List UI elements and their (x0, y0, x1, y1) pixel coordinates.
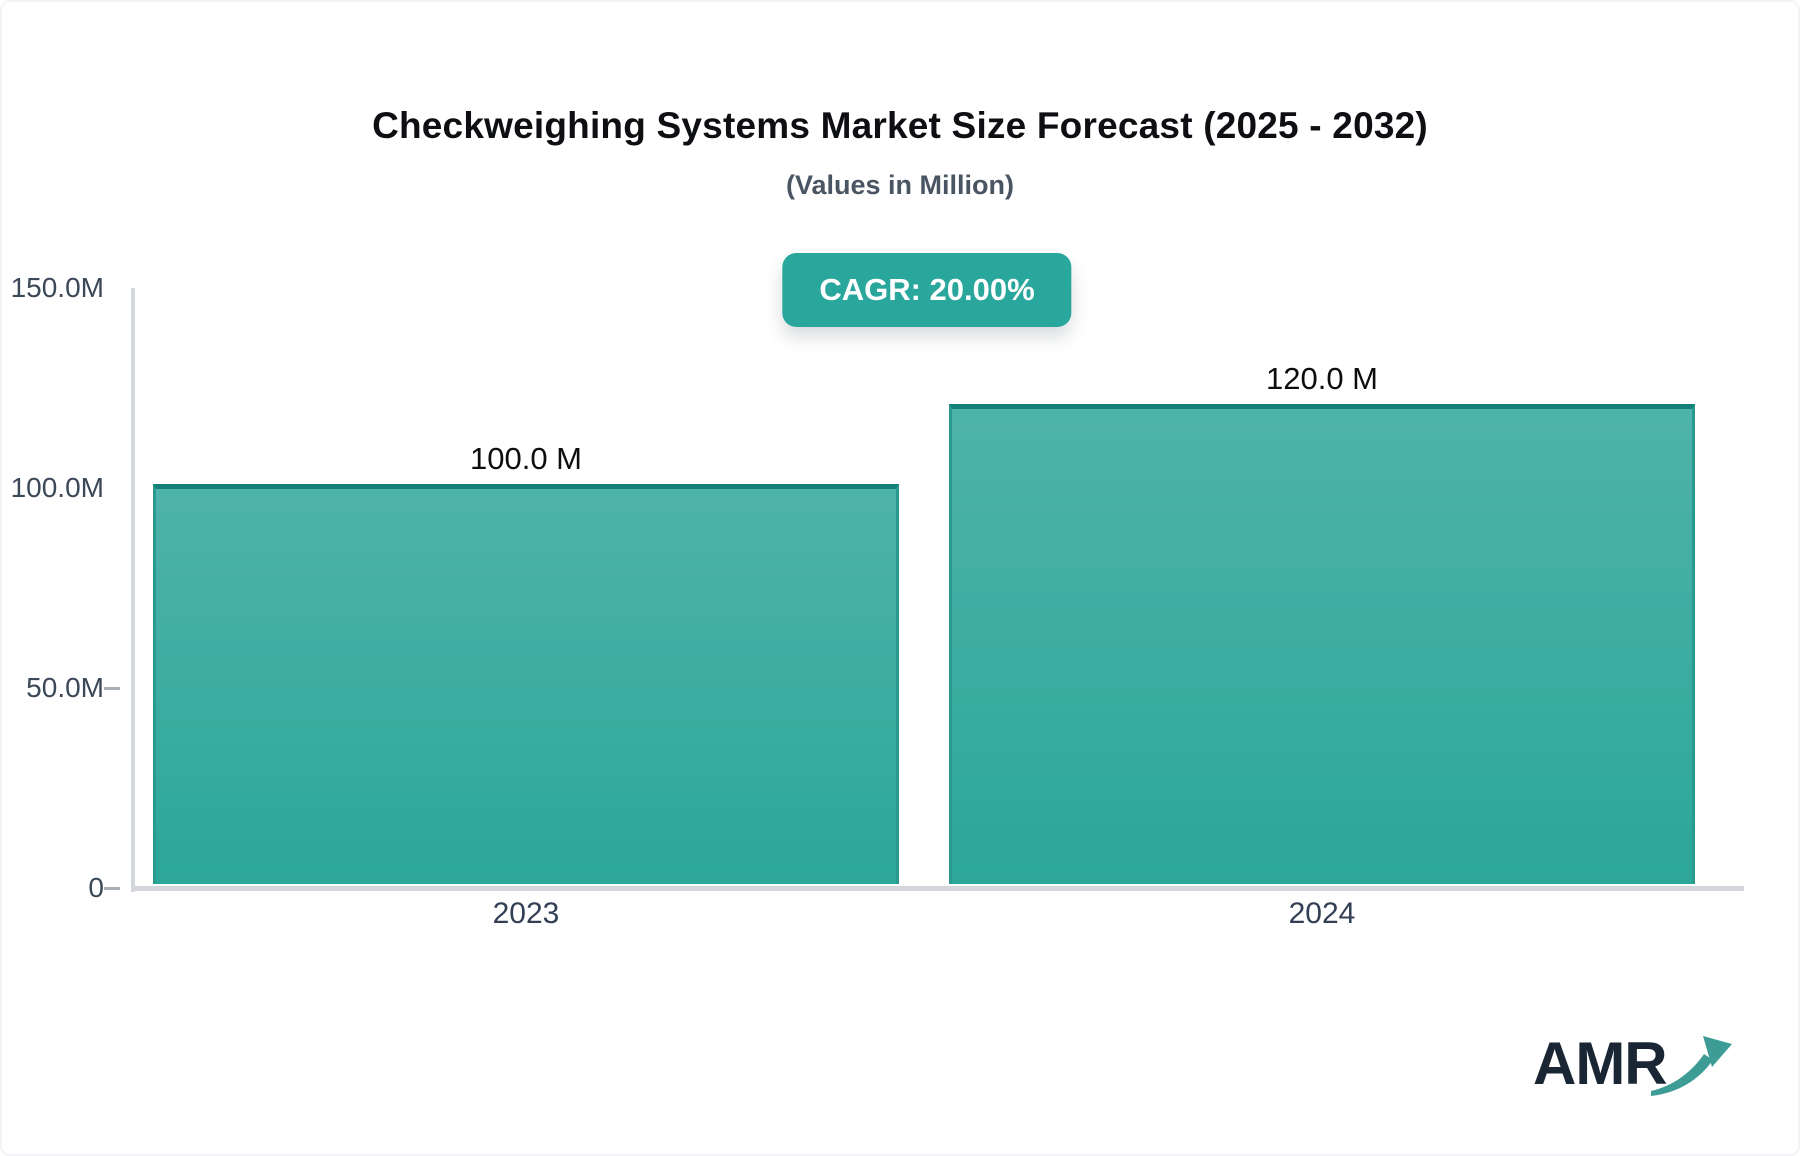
cagr-badge: CAGR: 20.00% (782, 253, 1072, 327)
y-axis-tick-label: 150.0M (10, 272, 104, 303)
bar-value-label-2023: 100.0 M (469, 441, 582, 476)
y-axis-tick-mark (104, 887, 120, 890)
chart-subtitle: (Values in Million) (785, 170, 1015, 200)
y-axis-tick-label: 0 (88, 872, 104, 903)
y-axis-tick-label: 50.0M (26, 672, 104, 703)
bar-value-label-2024: 120.0 M (1265, 361, 1378, 396)
y-axis-line (131, 288, 135, 892)
amr-logo: AMR (1533, 1034, 1733, 1105)
x-axis-label-2023: 2023 (492, 897, 560, 930)
x-axis-label-2024: 2024 (1288, 897, 1356, 930)
bar-group-2024: 120.0 M 2024 (949, 361, 1695, 930)
bar-2024 (949, 404, 1695, 884)
chart-title: Checkweighing Systems Market Size Foreca… (372, 105, 1428, 146)
x-axis-line (131, 886, 1744, 891)
bar-2023 (153, 484, 899, 884)
amr-logo-text: AMR (1533, 1030, 1668, 1097)
y-axis-tick-mark (104, 687, 120, 690)
bar-group-2023: 100.0 M 2023 (153, 441, 899, 930)
y-axis-tick-label: 100.0M (10, 472, 104, 503)
trend-arrow-icon (1650, 1034, 1733, 1105)
